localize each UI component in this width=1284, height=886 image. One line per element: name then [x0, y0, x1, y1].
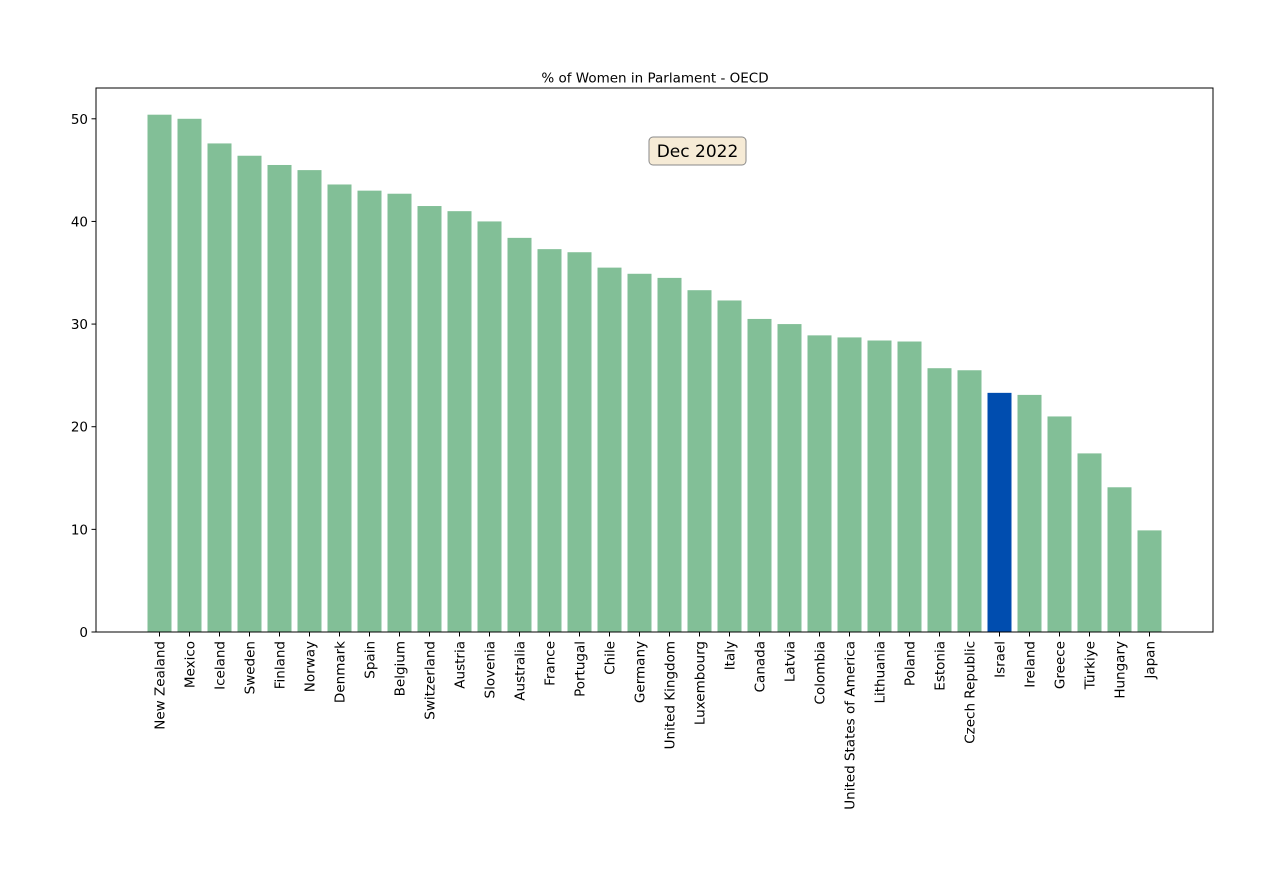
x-tick-label-belgium: Belgium	[393, 641, 409, 696]
x-tick-label-japan: Japan	[1143, 641, 1159, 680]
bar-hungary	[1107, 487, 1132, 632]
x-tick-label-turkiye: Türkiye	[1083, 641, 1099, 690]
x-tick-label-france: France	[543, 641, 559, 686]
bar-sweden	[237, 155, 262, 633]
bar-colombia	[807, 335, 832, 632]
x-tick-label-denmark: Denmark	[333, 641, 349, 703]
bar-germany	[627, 273, 652, 632]
bar-israel	[987, 392, 1012, 632]
x-tick-label-canada: Canada	[753, 641, 769, 692]
x-tick-label-iceland: Iceland	[213, 641, 229, 690]
bar-chile	[597, 267, 622, 632]
bar-france	[537, 249, 562, 632]
bar-denmark	[327, 184, 352, 633]
bar-slovenia	[477, 221, 502, 632]
x-tick-label-slovenia: Slovenia	[483, 641, 499, 698]
bar-poland	[897, 341, 922, 632]
x-tick-label-norway: Norway	[303, 641, 319, 692]
x-tick-label-new-zealand: New Zealand	[153, 641, 169, 730]
x-tick-label-switzerland: Switzerland	[423, 641, 439, 720]
y-tick-label-20: 20	[71, 420, 88, 436]
bar-japan	[1137, 530, 1162, 632]
x-tick-label-portugal: Portugal	[573, 641, 589, 697]
x-tick-label-estonia: Estonia	[933, 641, 949, 691]
annotation-box	[648, 136, 747, 166]
x-tick-label-czech-republic: Czech Republic	[963, 641, 979, 744]
bar-estonia	[927, 368, 952, 632]
y-tick-label-40: 40	[71, 214, 88, 230]
y-tick-label-10: 10	[71, 522, 88, 538]
bars-layer	[147, 114, 1162, 633]
bar-new-zealand	[147, 114, 172, 632]
y-tick-label-50: 50	[71, 112, 88, 128]
x-tick-label-latvia: Latvia	[783, 641, 799, 682]
bar-iceland	[207, 143, 232, 632]
y-axis: 0 10 20 30 40 50	[71, 112, 96, 641]
x-tick-label-finland: Finland	[273, 641, 289, 689]
bar-ireland	[1017, 394, 1042, 632]
x-tick-label-israel: Israel	[993, 641, 1009, 678]
x-tick-label-poland: Poland	[903, 641, 919, 686]
y-tick-label-30: 30	[71, 317, 88, 333]
bar-united-kingdom	[657, 277, 682, 632]
x-tick-label-hungary: Hungary	[1113, 641, 1129, 699]
x-tick-label-austria: Austria	[453, 641, 469, 689]
bar-switzerland	[417, 206, 442, 633]
x-tick-label-united-states-of-america: United States of America	[843, 641, 859, 810]
bar-latvia	[777, 324, 802, 632]
x-tick-label-germany: Germany	[633, 641, 649, 703]
chart-title: % of Women in Parlament - OECD	[541, 71, 768, 87]
bar-luxembourg	[687, 290, 712, 632]
x-tick-label-australia: Australia	[513, 641, 529, 701]
bar-united-states-of-america	[837, 337, 862, 632]
bar-lithuania	[867, 340, 892, 632]
bar-italy	[717, 300, 742, 632]
x-tick-label-greece: Greece	[1053, 641, 1069, 689]
x-tick-label-sweden: Sweden	[243, 641, 259, 694]
bar-austria	[447, 211, 472, 633]
bar-finland	[267, 164, 292, 633]
plot-frame	[95, 87, 1214, 633]
bar-mexico	[177, 118, 202, 633]
x-tick-label-united-kingdom: United Kingdom	[663, 641, 679, 749]
bar-canada	[747, 318, 772, 632]
bar-greece	[1047, 416, 1072, 632]
date-annotation: Dec 2022	[648, 136, 747, 166]
bar-spain	[357, 190, 382, 632]
x-tick-label-italy: Italy	[723, 641, 739, 670]
y-tick-label-0: 0	[79, 625, 88, 641]
x-tick-label-ireland: Ireland	[1023, 641, 1039, 688]
x-tick-label-luxembourg: Luxembourg	[693, 641, 709, 725]
bar-czech-republic	[957, 370, 982, 632]
bar-belgium	[387, 193, 412, 632]
x-tick-label-colombia: Colombia	[813, 641, 829, 704]
x-tick-label-mexico: Mexico	[183, 641, 199, 688]
bar-australia	[507, 237, 532, 633]
bar-portugal	[567, 252, 592, 633]
bar-norway	[297, 170, 322, 633]
bar-turkiye	[1077, 453, 1102, 632]
x-tick-label-spain: Spain	[363, 641, 379, 679]
x-axis: New Zealand Mexico Iceland Sweden Finland Nor…	[153, 632, 1159, 810]
x-tick-label-lithuania: Lithuania	[873, 641, 889, 704]
x-tick-label-chile: Chile	[603, 641, 619, 675]
annotation-text: Dec 2022	[657, 142, 739, 162]
